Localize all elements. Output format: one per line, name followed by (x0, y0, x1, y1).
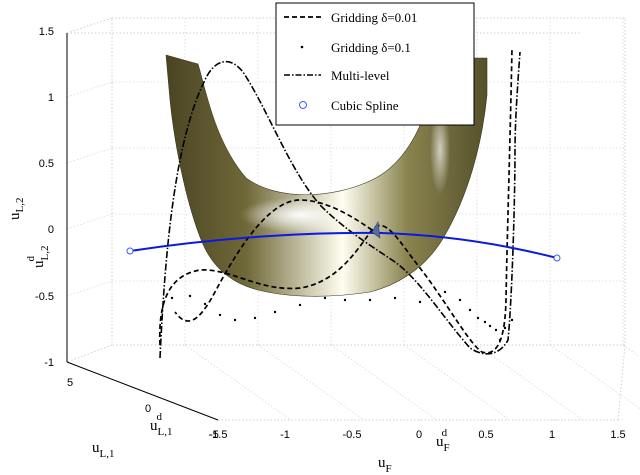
spline-marker (553, 254, 561, 262)
y-tick-label: 0 (145, 403, 151, 415)
series-gridding-001 (158, 47, 513, 354)
series-point (393, 296, 397, 300)
gridline (549, 344, 640, 410)
series-point (468, 308, 472, 312)
gridline (66, 147, 113, 164)
surface-highlight-right (430, 105, 450, 195)
legend-item-cubic-spline: Cubic Spline (299, 98, 399, 113)
series-point (218, 313, 222, 317)
ylabel-d: uL,1d (150, 411, 172, 438)
series-point (368, 298, 372, 302)
legend-item-multi-level: Multi-level (284, 68, 390, 83)
series-point (483, 320, 487, 324)
ylabel: uL,1 (92, 440, 114, 460)
series-point (488, 324, 492, 328)
series-group (126, 47, 561, 359)
series-point (476, 316, 480, 320)
axis-lines (66, 33, 219, 421)
surface-highlight (240, 197, 360, 233)
x-tick-label: -1 (280, 429, 290, 441)
spline-arrow-marker (371, 221, 381, 239)
z-tick-label: 1 (48, 92, 54, 104)
series-point (494, 328, 498, 332)
x-tick-label: 1.5 (610, 429, 625, 441)
zlabel: uL,2 (7, 198, 26, 220)
gridline (330, 344, 438, 421)
series-point (298, 303, 302, 307)
xlabel: uF (378, 455, 392, 475)
surface-patch (165, 54, 488, 297)
axis-labels: uL,2 uL,2d uL,1d uL,1 uFd uF (7, 198, 450, 475)
legend-label: Gridding δ=0.1 (331, 40, 411, 55)
legend-label: Cubic Spline (331, 98, 399, 113)
series-point (323, 296, 327, 300)
x-tick-label: 0 (416, 429, 422, 441)
legend-swatch-circle (299, 101, 307, 109)
series-point (458, 298, 462, 302)
legend: Gridding δ=0.01 Gridding δ=0.1 Multi-lev… (275, 2, 475, 126)
series-point (498, 338, 502, 342)
gridline (622, 344, 640, 358)
series-point (510, 318, 514, 322)
series-point (343, 298, 347, 302)
back-wall-left (66, 17, 113, 363)
z-tick-label: 0.5 (39, 158, 54, 170)
x-tick-label: 0.5 (478, 429, 493, 441)
series-cubic-spline (129, 231, 558, 259)
legend-label: Multi-level (331, 68, 390, 83)
legend-label: Gridding δ=0.01 (331, 10, 417, 25)
gridline (66, 280, 113, 297)
tick-labels: -1 -0.5 0 0.5 1 1.5 -1.5 -1 -0.5 0 0.5 1 1.5 5 0 -5 (35, 26, 626, 441)
series-point (418, 300, 422, 304)
legend-box (275, 2, 475, 126)
y-axis-line (66, 361, 219, 421)
spline-marker (126, 247, 134, 255)
z-tick-label: -0.5 (35, 291, 54, 303)
xlabel-d: uFd (436, 427, 450, 454)
series-point (233, 318, 237, 322)
zlabel-d: uL,2d (25, 246, 51, 268)
gridline (66, 81, 113, 98)
x-tick-label: -0.5 (343, 429, 362, 441)
gridline (184, 344, 292, 421)
gridline (403, 344, 511, 421)
series-point (188, 294, 192, 298)
gridline (66, 213, 113, 230)
gridline (257, 344, 365, 421)
floor-edge-right (617, 344, 626, 421)
series-point (253, 316, 257, 320)
series-multi-level (159, 51, 521, 359)
series-point (443, 290, 447, 294)
legend-item-gridding-001: Gridding δ=0.01 (284, 10, 417, 25)
legend-item-gridding-01: Gridding δ=0.1 (300, 40, 411, 55)
z-tick-label: 1.5 (39, 26, 54, 38)
series-point (503, 326, 507, 330)
series-point (170, 296, 174, 300)
z-tick-label: 0 (48, 224, 54, 236)
series-gridding-01 (170, 290, 514, 342)
x-tick-label: 1 (549, 429, 555, 441)
z-tick-label: -1 (44, 357, 54, 369)
gridline (476, 344, 584, 421)
y-tick-label: 5 (67, 377, 73, 389)
series-gridding-001-branch (174, 199, 373, 322)
x-tick-label: -1.5 (209, 429, 228, 441)
legend-swatch-dot (300, 45, 304, 49)
series-point (273, 310, 277, 314)
y-tick-label: -5 (209, 429, 219, 441)
series-point (203, 302, 207, 306)
